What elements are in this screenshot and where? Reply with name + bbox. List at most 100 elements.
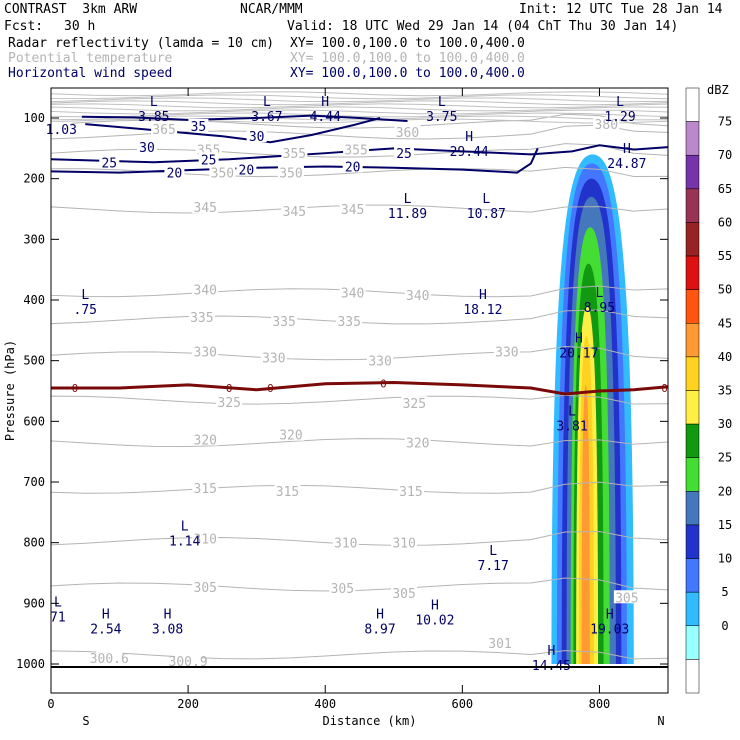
extremum-symbol: L [81,288,89,303]
theta-label: 300.6 [90,652,129,667]
wind-label-bg [136,140,157,154]
extremum-symbol: L [489,544,497,559]
colorbar-tick-label: 50 [718,283,732,297]
init-time: Init: 12 UTC Tue 28 Jan 14 [519,2,723,17]
colorbar-swatch [685,659,700,694]
theta-label-bg [216,394,243,408]
theta-contour-upper [50,103,669,109]
theta-label: 310 [334,537,357,552]
valid-time: Valid: 18 UTC Wed 29 Jan 14 (04 ChT Thu … [287,19,679,34]
theta-label: 320 [279,429,302,444]
theta-label: 340 [341,287,364,302]
colorbar-swatch [685,524,700,559]
wind-label: 30 [249,130,265,145]
theta-label-bg [493,344,520,358]
extremum-value: 10.87 [467,207,506,222]
y-tick-label: 900 [23,596,45,610]
extremum-symbol: L [568,404,576,419]
extremum-value: 7.17 [478,559,509,574]
colorbar-swatch [685,457,700,492]
theta-label: 330 [495,346,518,361]
fcst-label: Fcst: [4,19,44,34]
freezing-label: 0 [661,382,668,395]
extremum-value: 1.29 [604,110,635,125]
colorbar-swatch [685,289,700,324]
theta-label-bg [339,202,366,215]
y-axis-label: Pressure (hPa) [3,340,17,441]
theta-label: 315 [276,485,299,500]
colorbar-tick-label: 25 [718,451,732,465]
theta-contour-upper [50,109,669,115]
colorbar-tick-label: 40 [718,350,732,364]
theta-label: 345 [341,203,364,218]
theta-contour-upper [50,100,669,106]
theta-label: 330 [194,346,217,361]
extremum-symbol: H [575,331,583,346]
x-axis-label: Distance (km) [323,714,417,728]
colorbar-swatch [685,491,700,526]
y-tick-label: 100 [23,111,45,125]
theta-label: 340 [194,284,217,299]
wind-label: 20 [167,167,183,182]
theta-label-bg [192,344,219,358]
extremum-value: 4.44 [310,110,341,125]
wind-label-bg [342,159,363,173]
colorbar-unit: dBZ [707,83,729,97]
extremum-value: 8.95 [584,301,615,316]
field-xy-wind: XY= 100.0,100.0 to 100.0,400.0 [290,66,525,81]
colorbar-tick-label: 45 [718,316,732,330]
theta-label-bg [397,484,424,498]
extremum-value: 19.03 [590,623,629,638]
colorbar-tick-label: 55 [718,249,732,263]
theta-label-bg [96,650,123,664]
reflectivity-layer [551,154,634,664]
extremum-symbol: H [479,288,487,303]
theta-label: 380 [595,118,618,133]
x-end-label-left: S [82,714,89,728]
colorbar-swatch [685,390,700,425]
theta-label: 365 [152,123,175,138]
theta-label: 305 [331,582,354,597]
extremum-value: 71 [50,610,66,625]
colorbar-tick-label: 75 [718,115,732,129]
x-tick-label: 600 [451,697,473,711]
extremum-value: .75 [74,303,97,318]
theta-contour-315 [50,481,669,494]
theta-contour-330 [50,346,669,361]
theta-label-bg [593,117,620,131]
theta-label-bg [175,653,202,667]
extremum-value: 11.89 [388,207,427,222]
theta-contour-upper [50,118,669,124]
extremum-symbol: L [616,95,624,110]
theta-label-bg [401,396,428,410]
y-tick-label: 200 [23,172,45,186]
wind-label: 20 [239,164,255,179]
theta-contour-upper [50,94,669,100]
theta-label-bg [192,481,219,495]
extremum-value: 1.14 [169,535,200,550]
extremum-symbol: L [150,95,158,110]
colorbar-tick-label: 5 [721,585,728,599]
theta-contour-upper [50,91,669,97]
field-name-theta: Potential temperature [8,51,173,66]
theta-label-bg [192,432,219,446]
theta-label: 320 [194,434,217,449]
extremum-value: 18.12 [463,303,502,318]
x-tick-label: 200 [177,697,199,711]
theta-label-bg [391,535,418,549]
extremum-symbol: H [321,95,329,110]
extremum-value: 24.87 [607,157,646,172]
theta-label-bg [367,353,394,367]
theta-contours [50,91,669,660]
y-tick-label: 600 [23,414,45,428]
x-end-label-right: N [657,714,664,728]
freezing-level-line [51,381,669,396]
extremum-symbol: L [438,95,446,110]
theta-label-bg [188,309,215,323]
theta-contour-350 [50,166,669,178]
extremum-symbol: L [596,286,604,301]
y-tick-label: 500 [23,354,45,368]
colorbar-swatch [685,558,700,593]
extremum-symbol: H [376,608,384,623]
